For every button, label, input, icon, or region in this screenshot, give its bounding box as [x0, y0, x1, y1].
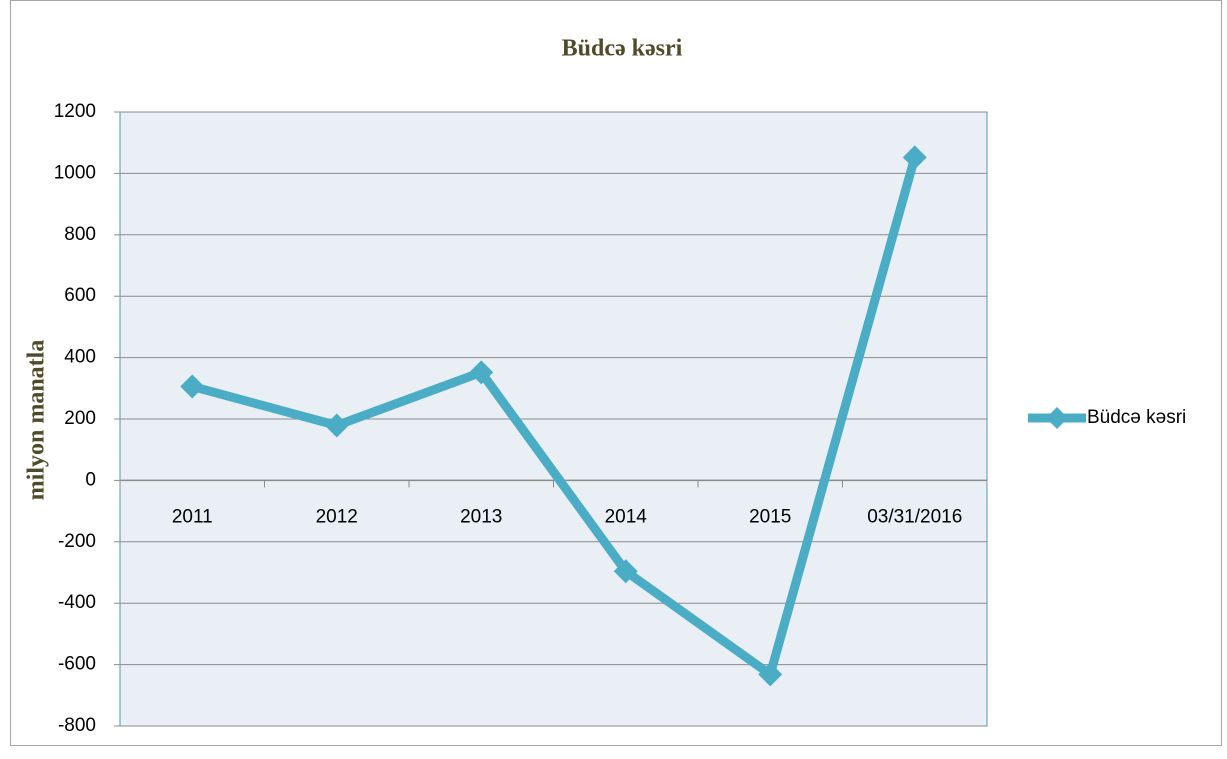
y-axis-label: milyon manatla [24, 340, 50, 501]
y-tick-label: -400 [58, 592, 96, 613]
y-tick-label: 1200 [54, 101, 96, 122]
chart-title: Büdcə kəsri [562, 36, 683, 62]
y-tick-label: -200 [58, 531, 96, 552]
data-line [191, 156, 920, 679]
y-tick-label: 600 [64, 285, 96, 306]
x-tick-label: 03/31/2016 [867, 506, 962, 527]
y-tick-label: -600 [58, 654, 96, 675]
legend-label: Büdcə kəsri [1087, 407, 1186, 428]
x-tick-label: 2013 [460, 506, 502, 527]
y-tick-label: 0 [85, 469, 96, 490]
y-tick-label: 800 [64, 224, 96, 245]
x-tick-label: 2011 [172, 506, 213, 527]
data-marker [758, 662, 783, 687]
data-marker [180, 374, 205, 399]
x-tick-label: 2015 [749, 506, 791, 527]
data-marker [324, 413, 349, 438]
y-tick-label: -800 [58, 715, 96, 736]
data-marker [469, 360, 494, 385]
y-tick-label: 1000 [54, 162, 96, 183]
legend-marker [1046, 407, 1068, 429]
y-tick-label: 200 [64, 408, 96, 429]
x-tick-label: 2012 [316, 506, 358, 527]
data-marker [902, 145, 927, 170]
x-tick-label: 2014 [605, 506, 648, 527]
data-marker [613, 559, 638, 584]
y-tick-label: 400 [64, 347, 96, 368]
